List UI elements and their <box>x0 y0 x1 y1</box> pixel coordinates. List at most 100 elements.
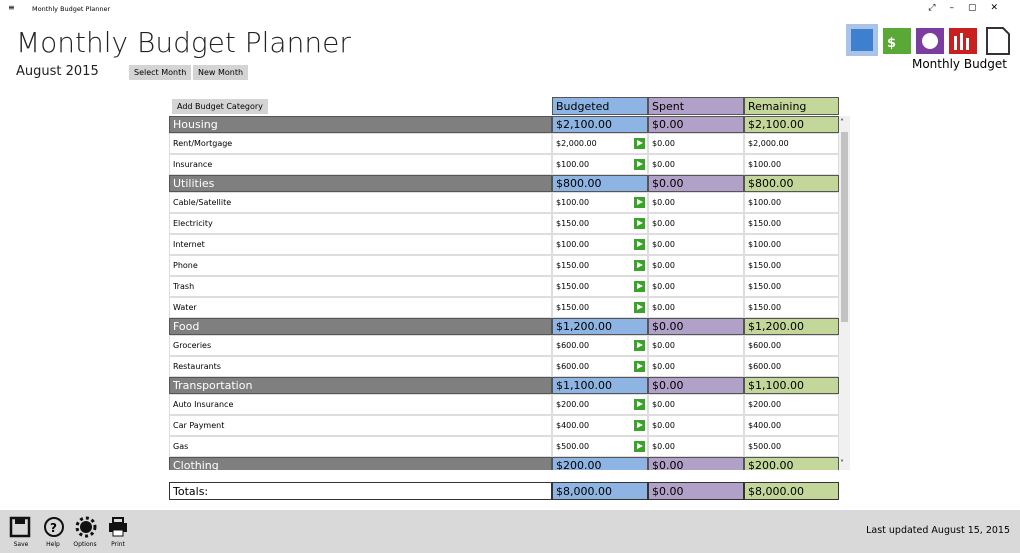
scroll-thumb[interactable] <box>841 132 848 322</box>
add-expense-button[interactable] <box>634 197 645 208</box>
add-expense-button[interactable] <box>634 260 645 271</box>
item-remaining: $100.00 <box>744 154 839 175</box>
category-spent: $0.00 <box>648 377 744 394</box>
item-name[interactable]: Auto Insurance <box>169 394 552 415</box>
item-remaining: $100.00 <box>744 192 839 213</box>
item-budgeted[interactable]: $100.00 <box>552 192 648 213</box>
category-spent: $0.00 <box>648 175 744 192</box>
add-expense-button[interactable] <box>634 361 645 372</box>
item-name[interactable]: Electricity <box>169 213 552 234</box>
item-spent: $0.00 <box>648 192 744 213</box>
add-category-button[interactable]: Add Budget Category <box>172 99 268 114</box>
item-budgeted[interactable]: $150.00 <box>552 213 648 234</box>
item-name[interactable]: Gas <box>169 436 552 457</box>
add-expense-button[interactable] <box>634 239 645 250</box>
item-row: Insurance $100.00 $0.00 $100.00 <box>169 154 839 175</box>
item-spent: $0.00 <box>648 154 744 175</box>
scroll-down[interactable]: ˅ <box>840 459 844 468</box>
expense-view-icon[interactable] <box>883 28 911 54</box>
item-spent: $0.00 <box>648 255 744 276</box>
item-name[interactable]: Restaurants <box>169 356 552 377</box>
app-bar: ? Save Help Options Print Last updated Augu… <box>0 510 1020 553</box>
app-bar-button[interactable]: Print <box>111 541 125 548</box>
add-expense-button[interactable] <box>634 218 645 229</box>
category-spent: $0.00 <box>648 116 744 133</box>
document-icon[interactable] <box>986 27 1010 55</box>
item-budgeted[interactable]: $2,000.00 <box>552 133 648 154</box>
item-row: Rent/Mortgage $2,000.00 $0.00 $2,000.00 <box>169 133 839 154</box>
item-budgeted[interactable]: $150.00 <box>552 276 648 297</box>
item-remaining: $150.00 <box>744 213 839 234</box>
add-expense-button[interactable] <box>634 302 645 313</box>
item-budgeted[interactable]: $600.00 <box>552 335 648 356</box>
app-bar-button[interactable]: Options <box>73 541 97 548</box>
item-name[interactable]: Internet <box>169 234 552 255</box>
item-budgeted[interactable]: $150.00 <box>552 297 648 318</box>
app-bar-button[interactable]: Save <box>13 541 29 548</box>
view-icons: $ <box>846 24 1010 56</box>
item-row: Auto Insurance $200.00 $0.00 $200.00 <box>169 394 839 415</box>
app-bar-button[interactable]: Help <box>46 541 60 548</box>
add-expense-button[interactable] <box>634 281 645 292</box>
table-body: Housing $2,100.00 $0.00 $2,100.00 Rent/Mortg… <box>169 116 839 470</box>
item-spent: $0.00 <box>648 436 744 457</box>
category-spent: $0.00 <box>648 457 744 470</box>
item-name[interactable]: Groceries <box>169 335 552 356</box>
item-spent: $0.00 <box>648 394 744 415</box>
select-month-button[interactable]: Select Month <box>129 65 192 80</box>
item-name[interactable]: Rent/Mortgage <box>169 133 552 154</box>
category-remaining: $800.00 <box>744 175 839 192</box>
category-name: Transportation <box>169 377 552 394</box>
item-name[interactable]: Water <box>169 297 552 318</box>
scroll-up[interactable]: ˄ <box>840 118 844 127</box>
category-remaining: $1,100.00 <box>744 377 839 394</box>
item-budgeted[interactable]: $600.00 <box>552 356 648 377</box>
item-spent: $0.00 <box>648 213 744 234</box>
add-expense-button[interactable] <box>634 399 645 410</box>
category-name: Clothing <box>169 457 552 470</box>
item-row: Cable/Satellite $100.00 $0.00 $100.00 <box>169 192 839 213</box>
item-budgeted[interactable]: $100.00 <box>552 234 648 255</box>
item-name[interactable]: Cable/Satellite <box>169 192 552 213</box>
item-budgeted[interactable]: $400.00 <box>552 415 648 436</box>
item-spent: $0.00 <box>648 415 744 436</box>
item-name[interactable]: Phone <box>169 255 552 276</box>
totals-remaining: $8,000.00 <box>744 482 839 500</box>
item-remaining: $200.00 <box>744 394 839 415</box>
item-remaining: $400.00 <box>744 415 839 436</box>
add-expense-button[interactable] <box>634 159 645 170</box>
scrollbar[interactable]: ˄ ˅ <box>839 116 850 470</box>
new-month-button[interactable]: New Month <box>193 65 249 80</box>
item-remaining: $2,000.00 <box>744 133 839 154</box>
item-budgeted[interactable]: $150.00 <box>552 255 648 276</box>
item-remaining: $150.00 <box>744 297 839 318</box>
item-spent: $0.00 <box>648 297 744 318</box>
totals-spent: $0.00 <box>648 482 744 500</box>
item-row: Trash $150.00 $0.00 $150.00 <box>169 276 839 297</box>
add-expense-button[interactable] <box>634 441 645 452</box>
category-budgeted: $800.00 <box>552 175 648 192</box>
item-name[interactable]: Insurance <box>169 154 552 175</box>
svg-text:?: ? <box>50 521 57 535</box>
item-name[interactable]: Trash <box>169 276 552 297</box>
column-header: Remaining <box>744 97 839 115</box>
category-name: Housing <box>169 116 552 133</box>
item-budgeted[interactable]: $500.00 <box>552 436 648 457</box>
item-row: Restaurants $600.00 $0.00 $600.00 <box>169 356 839 377</box>
item-budgeted[interactable]: $100.00 <box>552 154 648 175</box>
table-header: Budgeted Spent Remaining <box>169 97 839 115</box>
add-expense-button[interactable] <box>634 420 645 431</box>
view-label: Monthly Budget <box>911 57 1007 71</box>
item-remaining: $150.00 <box>744 276 839 297</box>
column-header: Spent <box>648 97 744 115</box>
category-remaining: $1,200.00 <box>744 318 839 335</box>
item-name[interactable]: Car Payment <box>169 415 552 436</box>
item-budgeted[interactable]: $200.00 <box>552 394 648 415</box>
item-spent: $0.00 <box>648 133 744 154</box>
add-expense-button[interactable] <box>634 138 645 149</box>
category-spent: $0.00 <box>648 318 744 335</box>
item-remaining: $600.00 <box>744 356 839 377</box>
menu-icon[interactable]: ≡ <box>8 3 15 12</box>
add-expense-button[interactable] <box>634 340 645 351</box>
window-controls[interactable]: ⤢–▢✕ <box>928 3 1012 13</box>
